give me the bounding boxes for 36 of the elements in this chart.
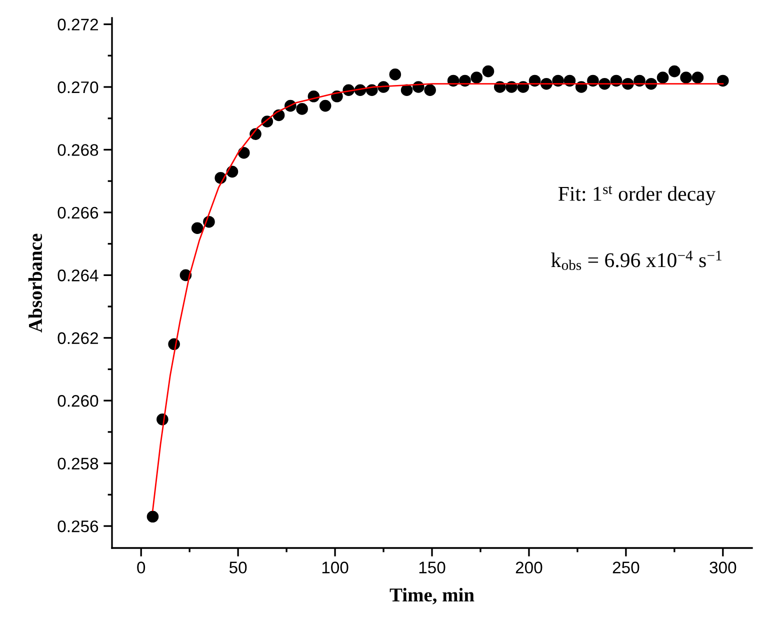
x-tick-label: 300: [710, 562, 736, 574]
x-tick-label: 200: [516, 562, 542, 574]
y-tick-label: 0.270: [58, 81, 98, 94]
point: [482, 65, 494, 78]
point: [389, 68, 402, 80]
y-tick-label: 0.266: [58, 206, 98, 219]
point: [319, 100, 332, 112]
annotation: Fit: 1$^{st}$ order decay: [558, 186, 716, 206]
point: [668, 65, 680, 78]
y-tick-label: 0.272: [58, 18, 98, 30]
y-axis-title: Absorbance: [28, 234, 42, 333]
point: [226, 166, 238, 178]
x-tick-label: 100: [322, 562, 348, 574]
point: [146, 510, 159, 523]
y-tick-label: 0.268: [58, 144, 98, 156]
point: [680, 72, 692, 84]
x-tick-label: 150: [419, 562, 446, 574]
point: [238, 146, 250, 159]
x-tick-label: 0: [137, 562, 146, 574]
y-tick-label: 0.260: [58, 395, 98, 407]
point: [400, 84, 413, 96]
annotation: k$_{obs}$ = 6.96 x10$^{−4}$ s$^{−1}$: [551, 250, 722, 270]
x-tick-label: 50: [229, 562, 247, 574]
point: [470, 72, 483, 84]
point: [692, 72, 704, 84]
x-axis-title: Time, min: [390, 588, 474, 604]
point: [656, 72, 669, 84]
y-tick-label: 0.258: [58, 458, 98, 470]
point: [296, 103, 308, 115]
point: [717, 74, 729, 87]
x-tick-label: 250: [612, 562, 640, 574]
y-tick-label: 0.264: [58, 270, 98, 282]
point: [191, 222, 204, 234]
point: [424, 84, 436, 96]
y-tick-label: 0.262: [58, 332, 98, 344]
y-tick-label: 0.256: [58, 520, 98, 532]
